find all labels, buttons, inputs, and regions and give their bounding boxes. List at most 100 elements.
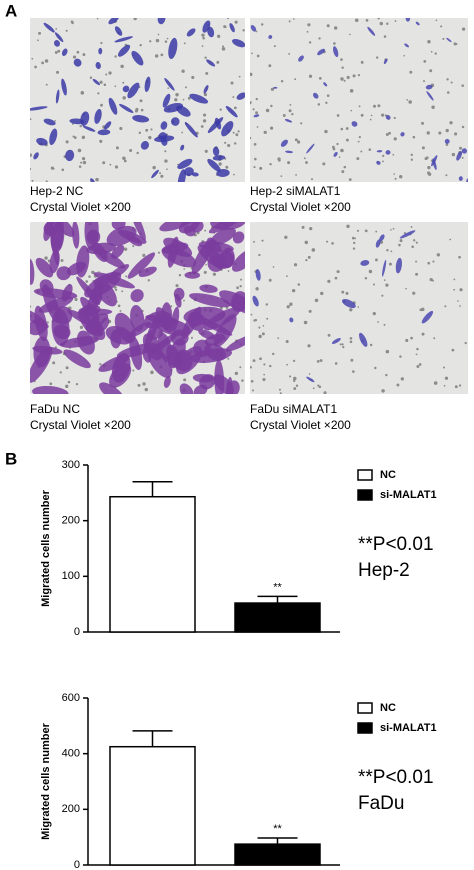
pore	[88, 275, 91, 278]
pore	[253, 166, 256, 169]
image-caption: Crystal Violet ×200	[30, 418, 131, 432]
pore	[250, 379, 254, 383]
pore	[350, 358, 354, 362]
pore	[360, 60, 364, 64]
cell	[131, 50, 144, 66]
cell	[108, 18, 119, 25]
pore	[150, 128, 153, 131]
pore	[300, 122, 303, 125]
pore	[459, 305, 461, 307]
pore	[411, 245, 414, 249]
cell	[192, 373, 214, 383]
pore	[421, 146, 425, 150]
pore	[289, 375, 292, 378]
pore	[136, 151, 139, 155]
pore	[310, 178, 314, 181]
pore	[142, 382, 146, 386]
pore	[201, 45, 204, 47]
cell	[43, 118, 56, 126]
pore	[341, 170, 345, 174]
pore	[365, 19, 369, 22]
pore	[65, 140, 69, 144]
pore	[341, 66, 344, 69]
pore	[261, 239, 264, 242]
pore	[61, 168, 65, 172]
pore	[132, 245, 135, 248]
pore	[358, 136, 361, 139]
cell	[206, 59, 216, 67]
cell	[61, 48, 68, 56]
pore	[268, 64, 272, 68]
pore	[356, 229, 359, 232]
y-tick-label: 200	[62, 803, 80, 815]
pore	[89, 76, 93, 79]
y-tick-label: 0	[74, 859, 80, 870]
pore	[114, 85, 117, 88]
cell	[253, 114, 260, 118]
pore	[155, 38, 160, 43]
pore	[423, 80, 426, 83]
pore	[415, 272, 419, 276]
pore	[174, 98, 178, 102]
pore	[424, 157, 428, 161]
y-tick-label: 600	[62, 692, 80, 704]
pore	[122, 81, 125, 84]
pore	[255, 97, 258, 101]
cell	[30, 106, 48, 111]
cell	[191, 239, 214, 275]
pore	[273, 45, 276, 48]
pore	[349, 340, 353, 344]
pore	[123, 247, 128, 251]
pore	[386, 249, 389, 252]
pore	[379, 21, 383, 26]
pore	[252, 108, 255, 111]
cell	[84, 271, 122, 298]
pore	[385, 283, 389, 287]
pore	[307, 255, 311, 259]
pore	[288, 52, 291, 55]
pore	[253, 142, 257, 146]
cell	[127, 252, 156, 279]
cell	[69, 118, 85, 125]
pore	[232, 96, 235, 99]
pore	[108, 71, 112, 75]
pore	[31, 179, 34, 182]
pore	[259, 166, 263, 170]
pore	[227, 270, 230, 272]
pore	[123, 159, 127, 163]
cell	[30, 258, 35, 285]
pore	[381, 389, 385, 393]
cell	[98, 354, 130, 372]
pore	[38, 31, 41, 35]
pore	[301, 225, 305, 229]
pore	[54, 119, 56, 122]
pore	[183, 42, 186, 45]
cell	[255, 268, 261, 281]
pore	[421, 121, 425, 125]
cell	[184, 121, 198, 138]
cell	[189, 93, 209, 104]
pore	[454, 385, 458, 389]
pore	[166, 168, 168, 171]
cell	[426, 91, 434, 101]
cell	[95, 62, 101, 70]
cell	[92, 242, 108, 262]
pore	[307, 344, 311, 348]
pore	[453, 42, 457, 46]
cell	[111, 244, 125, 259]
cell	[114, 26, 123, 36]
annotation: Hep-2	[358, 560, 410, 581]
pore	[100, 41, 103, 45]
pore	[251, 52, 253, 55]
pore	[383, 279, 386, 281]
pore	[296, 140, 301, 144]
pore	[352, 74, 356, 78]
pore	[458, 255, 461, 259]
pore	[85, 280, 89, 283]
cell	[53, 324, 71, 340]
pore	[268, 278, 272, 282]
cell	[400, 132, 405, 137]
pore	[256, 54, 260, 58]
cell	[55, 89, 60, 104]
pore	[72, 135, 75, 138]
